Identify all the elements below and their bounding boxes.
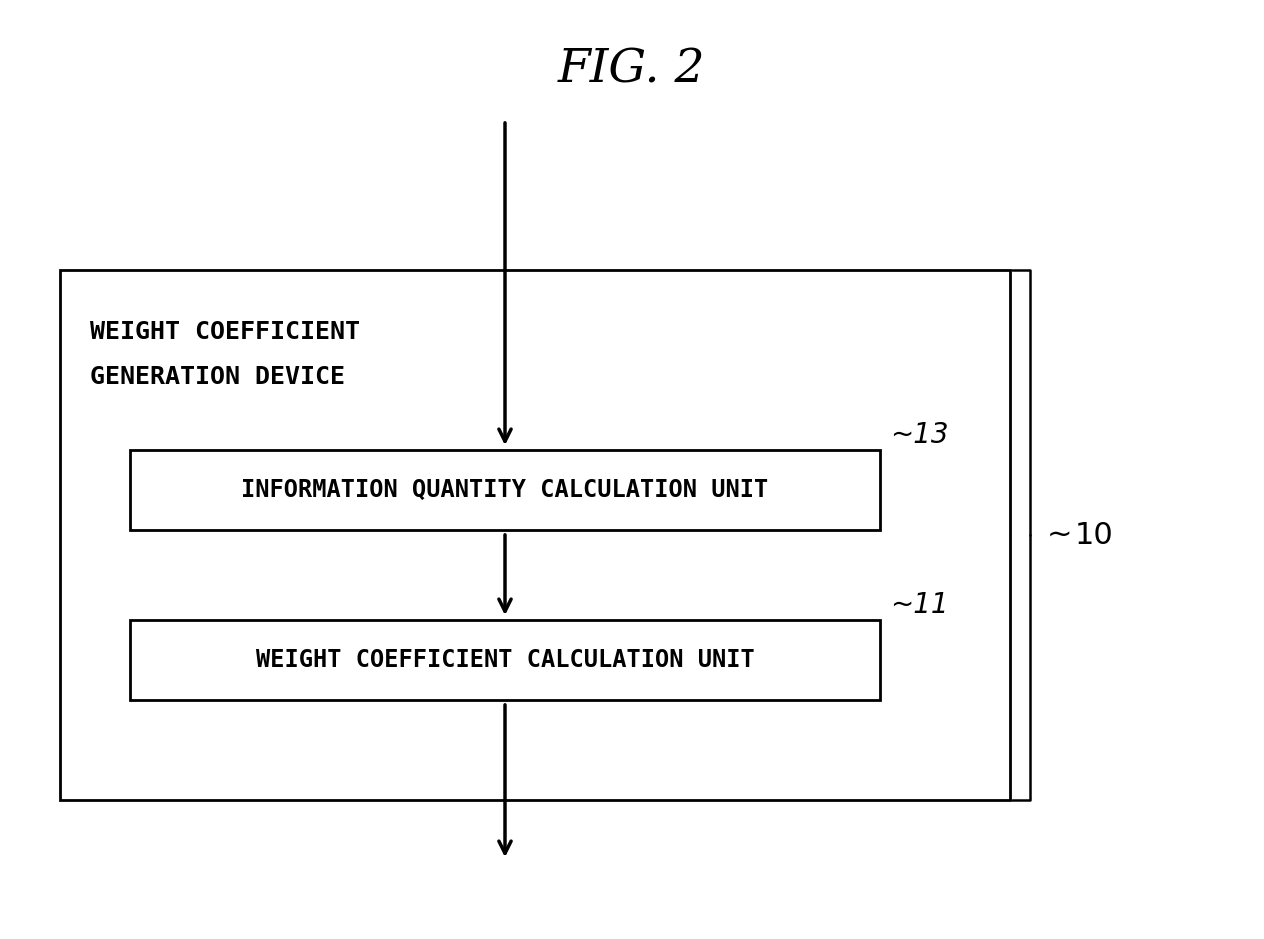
Bar <box>130 620 880 700</box>
Text: GENERATION DEVICE: GENERATION DEVICE <box>90 365 345 389</box>
Text: WEIGHT COEFFICIENT: WEIGHT COEFFICIENT <box>90 320 360 344</box>
Text: ~: ~ <box>1047 520 1072 549</box>
Text: FIG. 2: FIG. 2 <box>559 47 705 93</box>
Text: 10: 10 <box>1074 520 1114 549</box>
Text: ~13: ~13 <box>890 421 948 449</box>
Text: INFORMATION QUANTITY CALCULATION UNIT: INFORMATION QUANTITY CALCULATION UNIT <box>241 478 769 502</box>
Text: WEIGHT COEFFICIENT CALCULATION UNIT: WEIGHT COEFFICIENT CALCULATION UNIT <box>255 648 755 672</box>
Bar <box>130 450 880 530</box>
Text: ~11: ~11 <box>890 591 948 619</box>
Bar <box>59 270 1010 800</box>
